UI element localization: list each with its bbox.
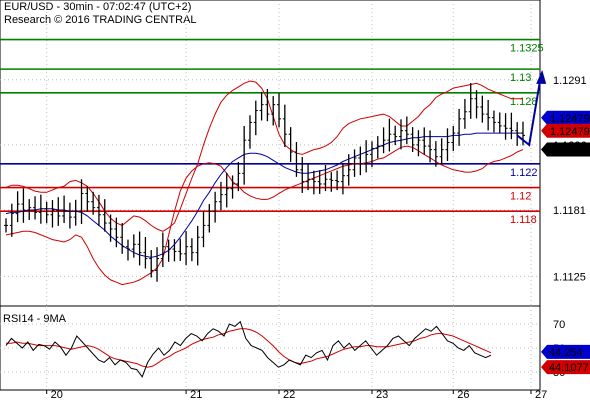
level-label: 1.1325	[510, 43, 544, 55]
rsi-tag	[541, 344, 590, 359]
rsi-tag	[541, 360, 590, 375]
rsi-tag-label: 44.1077	[549, 362, 589, 374]
price-tick-label: 1.1181	[553, 205, 586, 217]
level-label: 1.12	[510, 191, 531, 203]
level-label: 1.122	[510, 167, 538, 179]
price-tag-label: 1.12479	[550, 126, 590, 138]
forecast-arrow-line	[516, 73, 543, 147]
x-tick-label: 21	[190, 389, 202, 400]
x-tick-label: 23	[376, 389, 388, 400]
moving-average-line	[5, 132, 523, 258]
price-tag	[541, 142, 590, 157]
rsi-title: RSI14 - 9MA	[3, 313, 67, 325]
x-tick-label: 20	[51, 389, 63, 400]
x-tick-label: 27	[535, 389, 547, 400]
rsi-panel: RSI14 - 9MA	[3, 313, 492, 378]
bollinger-upper-line	[5, 80, 523, 232]
price-tag	[541, 110, 590, 125]
level-label: 1.13	[510, 72, 531, 84]
rsi-ma-line	[6, 328, 492, 368]
rsi-tag-label: 44.254	[549, 347, 583, 359]
price-tick-label: 1.1291	[553, 75, 587, 87]
grid	[0, 0, 541, 391]
chart-title: EUR/USD - 30min - 07:02:47 (UTC+2)	[4, 1, 192, 13]
forecast-arrow-head	[536, 69, 547, 84]
x-tick-label: 26	[457, 389, 469, 400]
price-tick-label: 1.1125	[553, 271, 586, 283]
x-tick-label: 22	[283, 389, 295, 400]
chart-copyright: Research © 2016 TRADING CENTRAL	[4, 14, 197, 26]
price-tag-label: 1.12479	[550, 113, 590, 125]
rsi-line	[5, 320, 492, 378]
price-chart	[4, 69, 547, 286]
rsi-frame	[0, 305, 541, 391]
price-tag	[541, 123, 590, 138]
bollinger-lower-line	[5, 145, 524, 286]
rsi-tick-label: 70	[553, 319, 565, 331]
main-frame	[0, 0, 541, 307]
price-tag-label: 1.12439	[550, 145, 590, 157]
level-lines: 1.1325 1.13 1.128 1.122 1.12 1.118	[0, 38, 544, 226]
level-label: 1.118	[510, 214, 537, 226]
level-label: 1.128	[510, 96, 538, 108]
